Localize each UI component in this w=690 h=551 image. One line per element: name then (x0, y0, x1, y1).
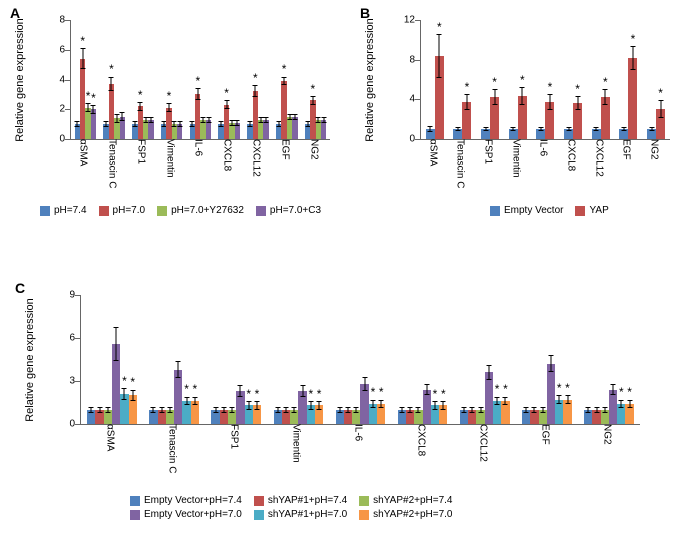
bar (485, 372, 493, 424)
panel-b: B Relative gene expression 04812*αSMA*Te… (360, 5, 680, 215)
category-label: αSMA (427, 139, 442, 166)
category-label: CXCL12 (477, 424, 492, 462)
category-label: Tenascin C (107, 139, 122, 188)
category-label: CXCL8 (566, 139, 581, 171)
legend-b: Empty Vector YAP (490, 205, 690, 219)
category-label: CXCL8 (415, 424, 430, 456)
category-label: NG2 (601, 424, 616, 445)
category-label: EGF (279, 139, 294, 160)
category-label: FSP1 (483, 139, 498, 164)
category-label: EGF (621, 139, 636, 160)
legend-item: pH=7.4 (40, 205, 87, 216)
category-label: NG2 (308, 139, 323, 160)
legend-c: Empty Vector+pH=7.4 shYAP#1+pH=7.4 shYAP#2… (130, 495, 610, 523)
plot-c: 0369**αSMA**Tenascin C**FSP1**Vimentin**… (80, 295, 640, 425)
category-label: Vimentin (164, 139, 179, 178)
category-label: CXCL8 (222, 139, 237, 171)
legend-item: Empty Vector+pH=7.4 (130, 495, 242, 506)
legend-a: pH=7.4 pH=7.0 pH=7.0+Y27632 pH=7.0+C3 (40, 205, 340, 219)
legend-item: shYAP#1+pH=7.4 (254, 495, 347, 506)
bar (547, 364, 555, 424)
panel-a: A Relative gene expression 02468***αSMA*… (10, 5, 340, 215)
ylabel-a: Relative gene expression (14, 18, 26, 142)
category-label: IL-6 (538, 139, 553, 156)
category-label: αSMA (78, 139, 93, 166)
legend-item: pH=7.0+Y27632 (157, 205, 244, 216)
legend-item: YAP (575, 205, 608, 216)
figure: A Relative gene expression 02468***αSMA*… (0, 0, 690, 551)
category-label: EGF (539, 424, 554, 445)
category-label: Tenascin C (455, 139, 470, 188)
category-label: Tenascin C (167, 424, 182, 473)
chart-c: Relative gene expression 0369**αSMA**Ten… (40, 295, 640, 425)
legend-item: shYAP#2+pH=7.0 (359, 509, 452, 520)
bar (628, 58, 637, 139)
category-label: Vimentin (510, 139, 525, 178)
category-label: IL-6 (353, 424, 368, 441)
legend-item: shYAP#2+pH=7.4 (359, 495, 452, 506)
chart-a: Relative gene expression 02468***αSMA*Te… (30, 20, 330, 140)
bar (292, 117, 297, 139)
chart-b: Relative gene expression 04812*αSMA*Tena… (380, 20, 670, 140)
legend-item: Empty Vector (490, 205, 563, 216)
category-label: CXCL12 (251, 139, 266, 177)
category-label: FSP1 (135, 139, 150, 164)
category-label: NG2 (649, 139, 664, 160)
category-label: Vimentin (291, 424, 306, 463)
category-label: IL-6 (193, 139, 208, 156)
category-label: FSP1 (229, 424, 244, 449)
ylabel-b: Relative gene expression (364, 18, 376, 142)
legend-item: pH=7.0 (99, 205, 146, 216)
category-label: αSMA (105, 424, 120, 451)
ylabel-c: Relative gene expression (24, 298, 36, 422)
legend-item: pH=7.0+C3 (256, 205, 321, 216)
category-label: CXCL12 (593, 139, 608, 177)
plot-a: 02468***αSMA*Tenascin C*FSP1*Vimentin*IL… (70, 20, 330, 140)
panel-c-label: C (15, 280, 25, 296)
plot-b: 04812*αSMA*Tenascin C*FSP1*Vimentin*IL-6… (420, 20, 670, 140)
legend-item: Empty Vector+pH=7.0 (130, 509, 242, 520)
legend-item: shYAP#1+pH=7.0 (254, 509, 347, 520)
panel-c: C Relative gene expression 0369**αSMA**T… (30, 280, 650, 540)
